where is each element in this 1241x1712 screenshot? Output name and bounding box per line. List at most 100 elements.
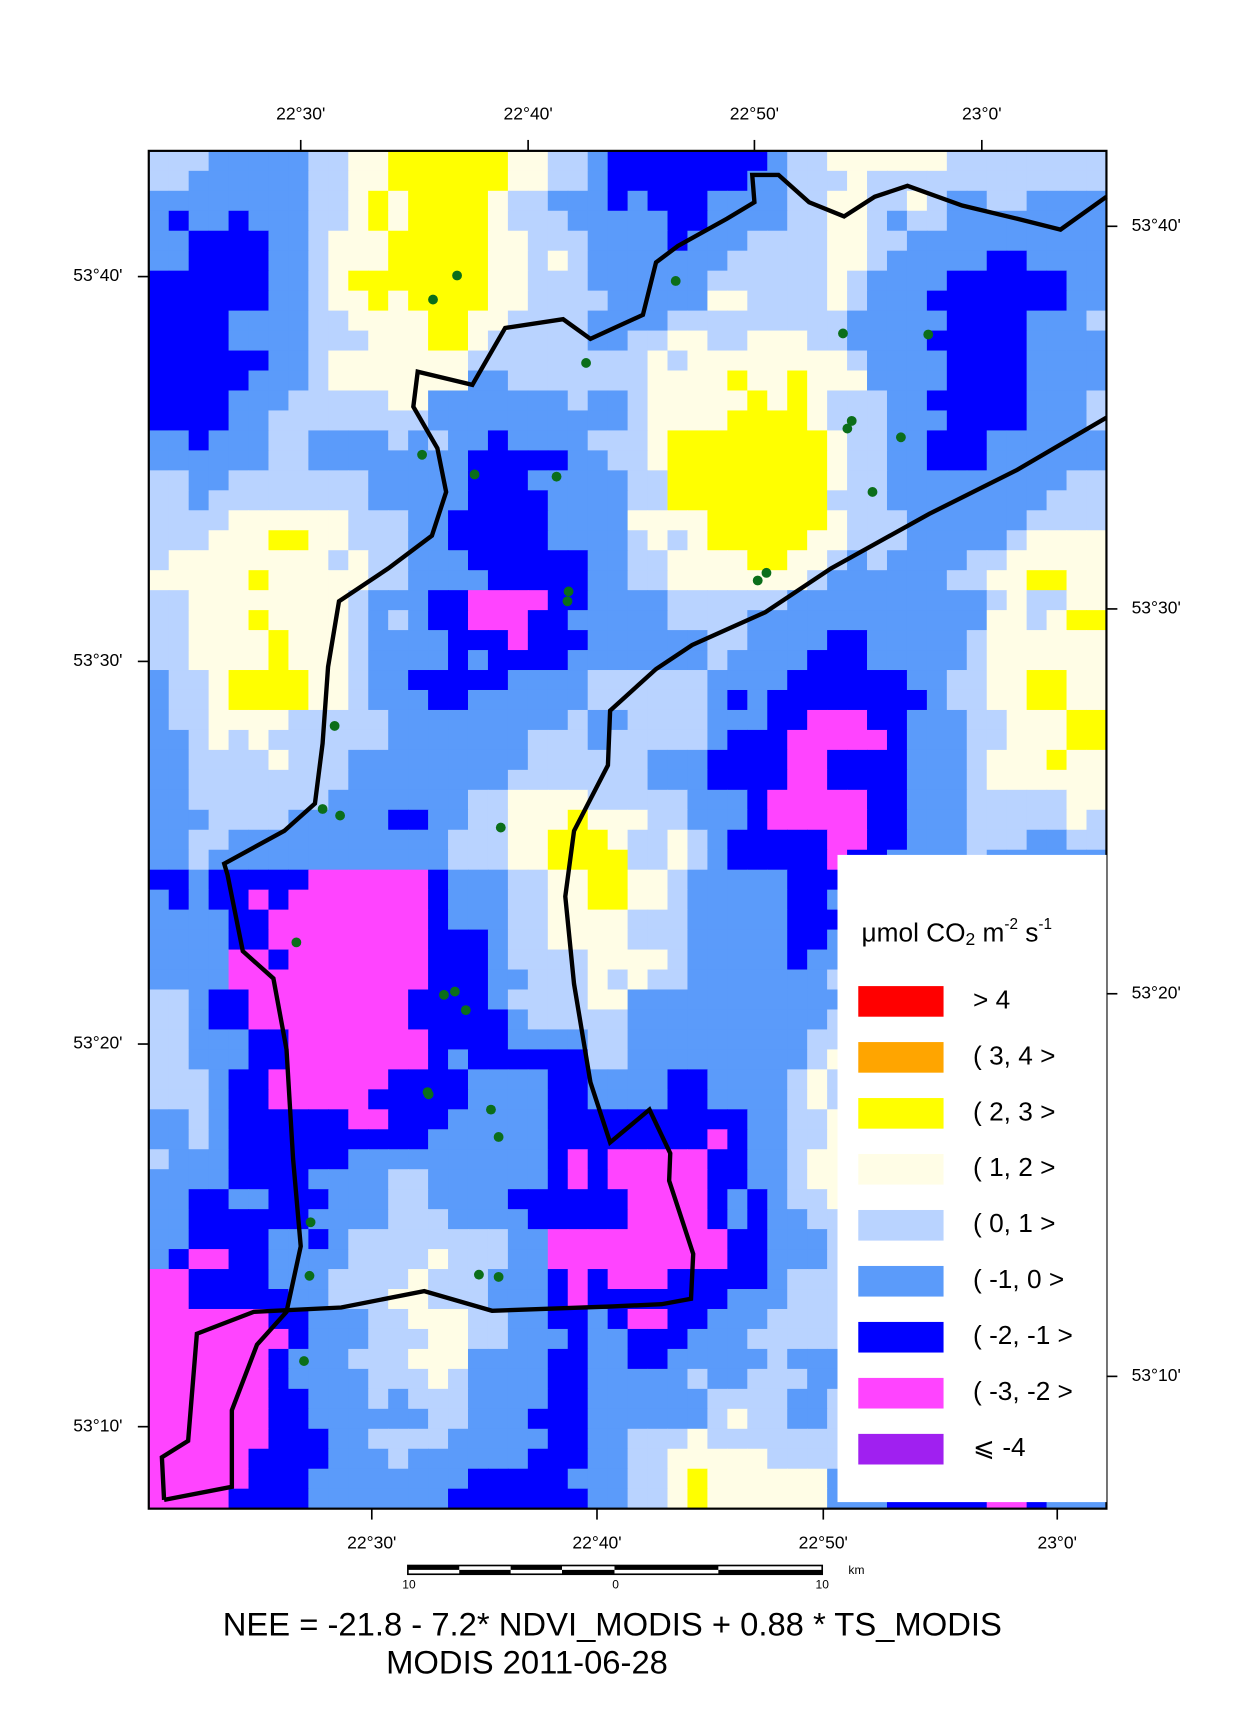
map-cell — [727, 1229, 748, 1250]
map-cell — [308, 1408, 329, 1430]
map-cell — [787, 889, 808, 911]
map-cell — [687, 1468, 708, 1490]
map-cell — [647, 530, 669, 551]
map-cell — [807, 610, 828, 631]
map-cell — [767, 470, 788, 491]
map-cell — [647, 1448, 669, 1470]
map-cell — [627, 1129, 649, 1150]
map-cell — [148, 510, 170, 531]
map-cell — [308, 1129, 329, 1150]
map-cell — [448, 630, 469, 651]
map-cell — [587, 1169, 609, 1190]
map-cell — [467, 250, 489, 272]
map-cell — [567, 470, 589, 491]
map-cell — [787, 650, 808, 671]
map-cell — [547, 1269, 569, 1290]
map-cell — [966, 210, 988, 232]
map-cell — [587, 689, 609, 711]
map-cell — [208, 969, 230, 991]
map-cell — [388, 889, 409, 911]
map-cell — [268, 769, 289, 791]
map-cell — [188, 729, 210, 751]
map-cell — [348, 1109, 369, 1130]
map-cell — [268, 1468, 289, 1490]
map-cell — [348, 150, 369, 172]
map-cell — [867, 729, 888, 751]
map-cell — [807, 1069, 828, 1090]
map-cell — [248, 849, 270, 871]
map-cell — [208, 829, 230, 851]
map-cell — [348, 170, 369, 192]
map-cell — [487, 1289, 509, 1310]
map-cell — [328, 1069, 349, 1090]
map-cell — [1006, 150, 1028, 172]
map-cell — [1086, 550, 1107, 571]
map-cell — [268, 1049, 289, 1070]
map-cell — [408, 929, 429, 951]
map-cell — [667, 1388, 689, 1410]
map-cell — [587, 1189, 609, 1210]
map-cell — [308, 550, 329, 571]
map-cell — [827, 769, 848, 791]
map-cell — [906, 370, 928, 392]
map-cell — [148, 1129, 170, 1150]
map-cell — [767, 1149, 788, 1170]
map-cell — [886, 709, 908, 731]
map-cell — [587, 749, 609, 771]
map-cell — [467, 1069, 489, 1090]
legend-label: > 4 — [973, 984, 1010, 1014]
map-cell — [906, 550, 928, 571]
map-cell — [487, 390, 509, 411]
map-cell — [567, 1109, 589, 1130]
map-cell — [248, 150, 270, 172]
map-cell — [208, 1229, 230, 1250]
map-cell — [647, 1009, 669, 1030]
map-cell — [966, 689, 988, 711]
map-cell — [248, 250, 270, 272]
map-cell — [587, 610, 609, 631]
map-cell — [707, 230, 728, 252]
map-cell — [587, 310, 609, 332]
map-cell — [627, 1448, 649, 1470]
map-cell — [308, 610, 329, 631]
map-cell — [268, 909, 289, 931]
map-cell — [827, 709, 848, 731]
map-cell — [288, 450, 309, 471]
map-cell — [1046, 729, 1068, 751]
map-cell — [807, 650, 828, 671]
map-cell — [1066, 570, 1088, 591]
map-cell — [627, 250, 649, 272]
map-cell — [587, 969, 609, 991]
map-cell — [687, 1368, 708, 1390]
map-cell — [148, 789, 170, 811]
map-cell — [627, 390, 649, 411]
map-cell — [428, 1169, 449, 1190]
map-cell — [827, 430, 848, 451]
map-cell — [667, 1029, 689, 1050]
map-cell — [428, 390, 449, 411]
map-cell — [328, 570, 349, 591]
map-cell — [188, 1069, 210, 1090]
map-cell — [168, 1169, 190, 1190]
map-cell — [208, 909, 230, 931]
map-cell — [567, 749, 589, 771]
map-cell — [847, 789, 868, 811]
map-cell — [168, 969, 190, 991]
map-cell — [986, 789, 1008, 811]
map-cell — [228, 510, 250, 531]
map-cell — [188, 1468, 210, 1490]
map-cell — [607, 809, 629, 831]
map-cell — [448, 769, 469, 791]
map-cell — [986, 510, 1008, 531]
map-cell — [587, 1448, 609, 1470]
map-cell — [1026, 170, 1048, 192]
map-cell — [467, 829, 489, 851]
map-cell — [906, 470, 928, 491]
map-cell — [388, 1448, 409, 1470]
map-cell — [288, 470, 309, 491]
map-cell — [348, 1049, 369, 1070]
map-cell — [467, 769, 489, 791]
map-cell — [507, 410, 529, 431]
map-cell — [647, 370, 669, 392]
map-cell — [547, 1249, 569, 1270]
